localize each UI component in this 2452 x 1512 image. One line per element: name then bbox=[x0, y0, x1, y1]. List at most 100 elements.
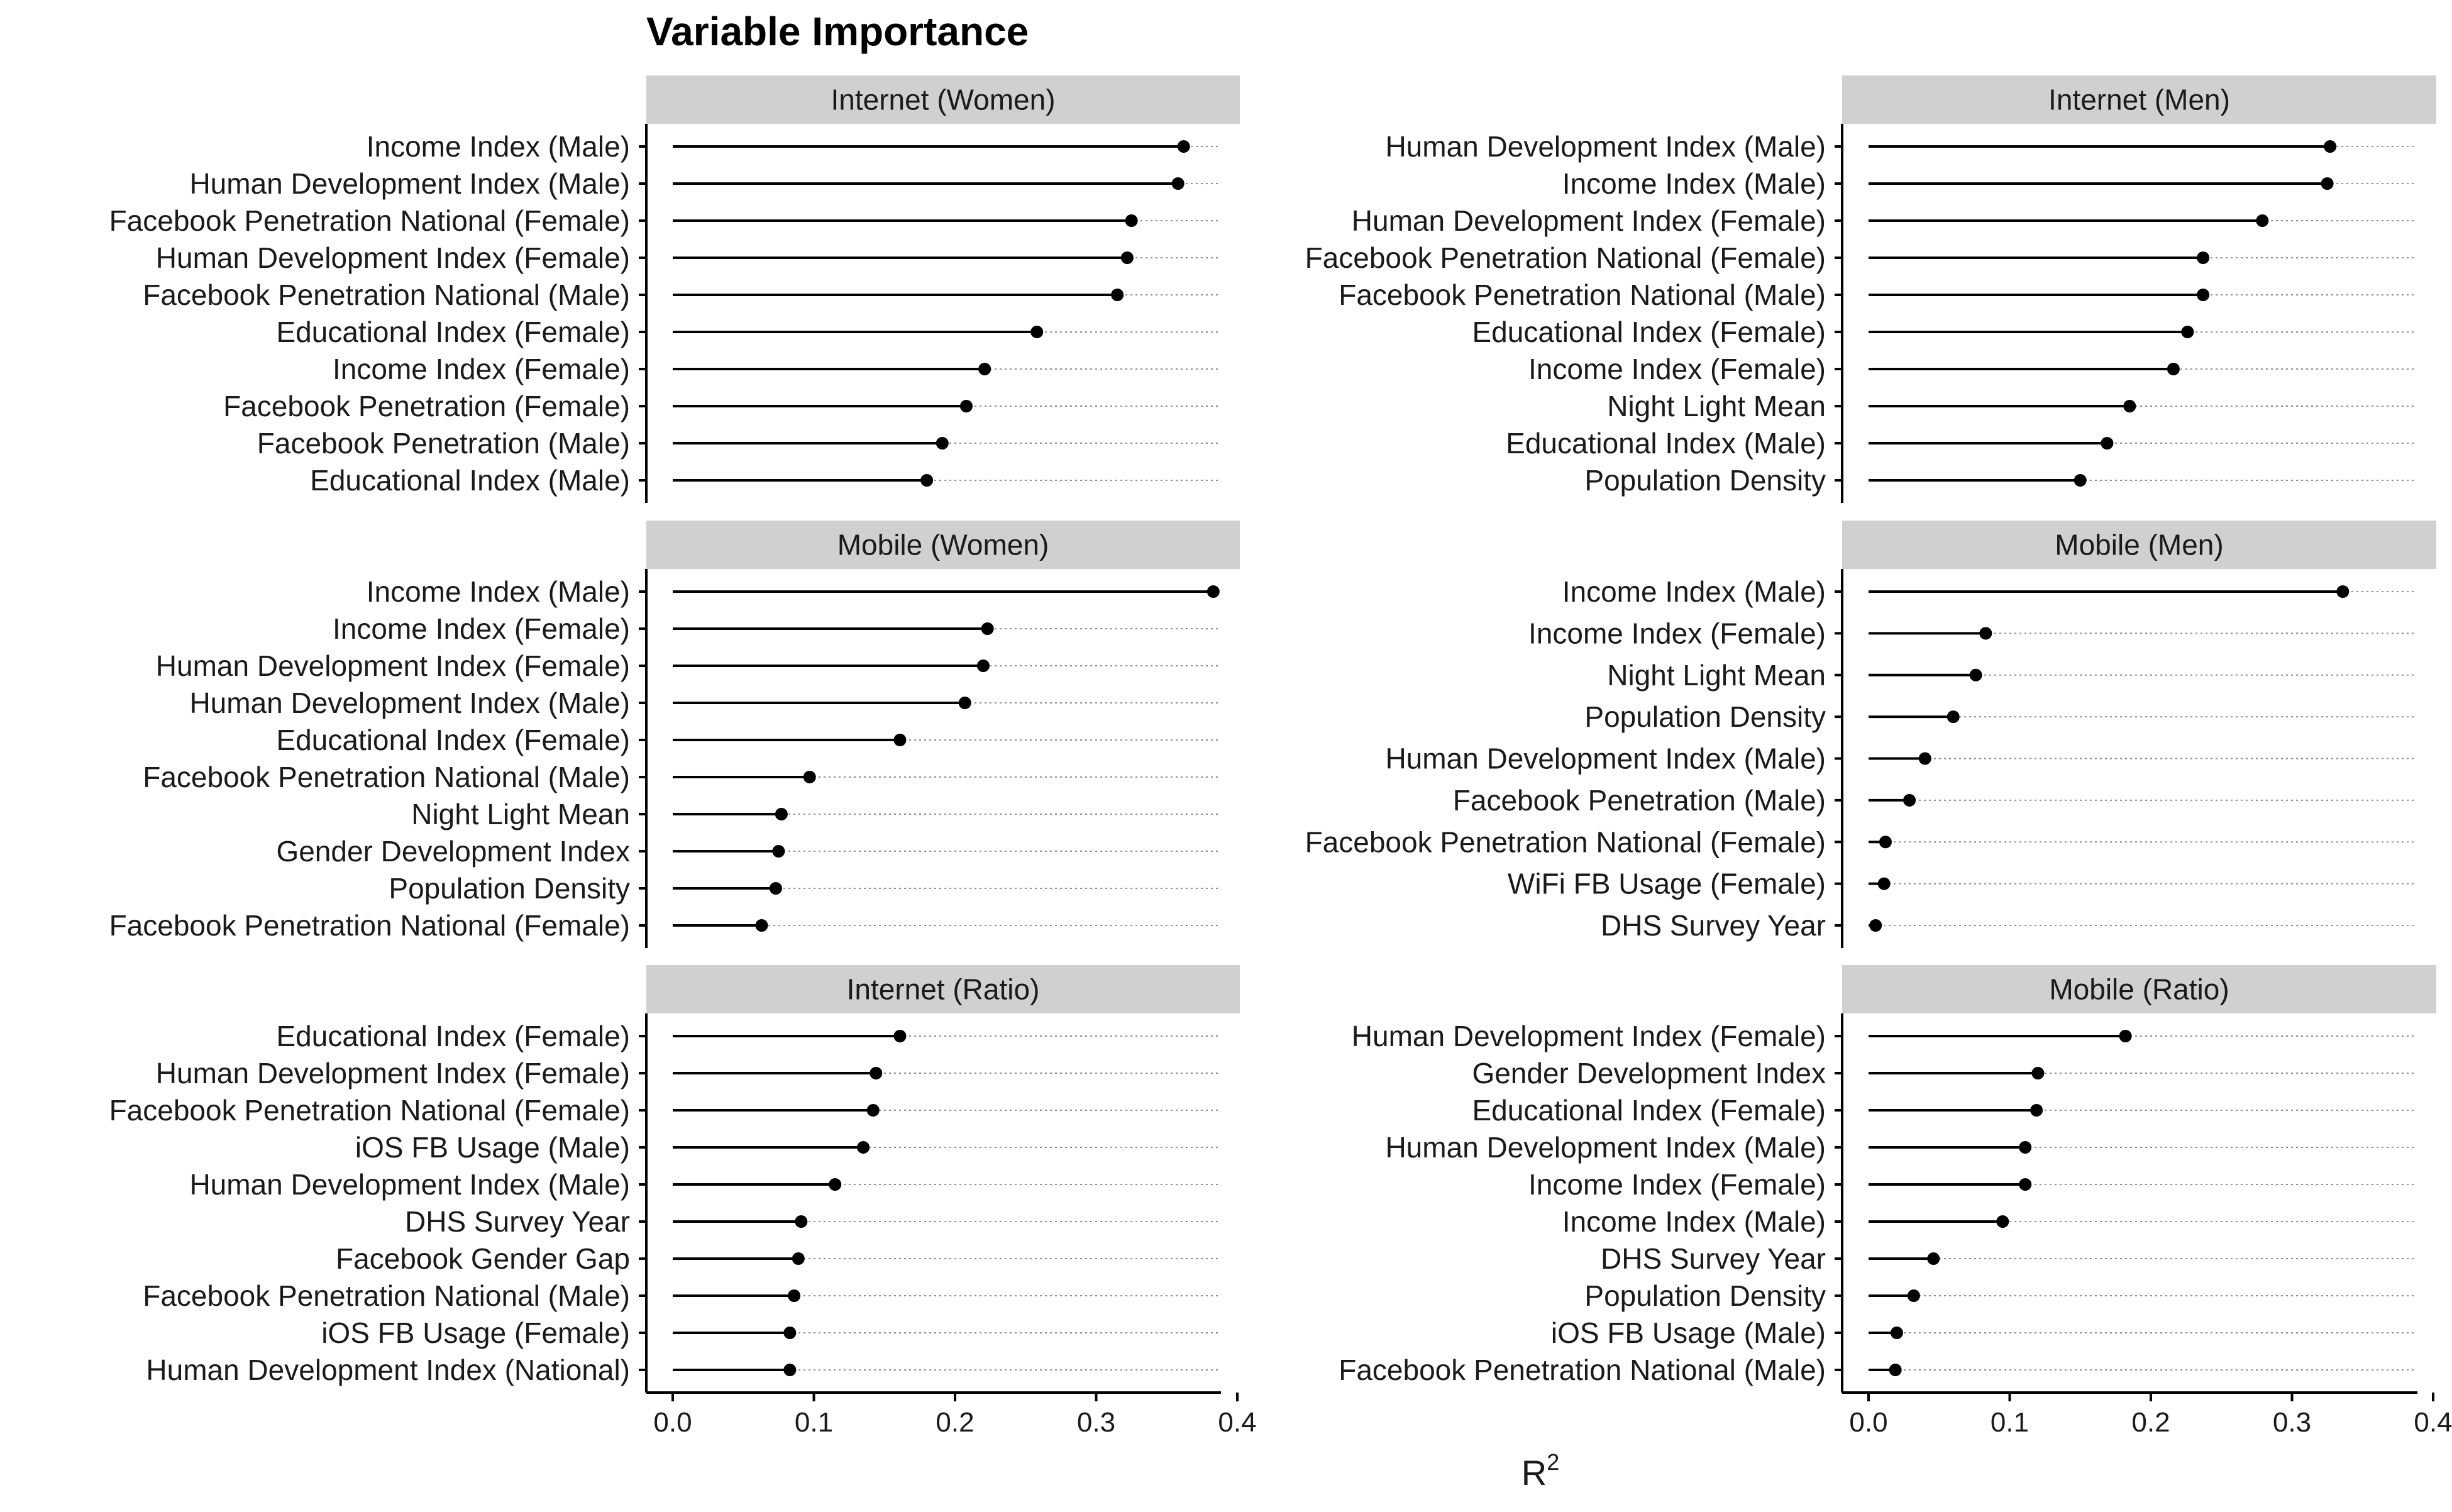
category-label: Human Development Index (Female) bbox=[156, 649, 630, 682]
category-label: Facebook Penetration National (Female) bbox=[109, 204, 630, 237]
lollipop-point bbox=[803, 771, 816, 783]
lollipop-point bbox=[2101, 437, 2114, 450]
lollipop-point bbox=[2031, 1067, 2045, 1079]
panel-title: Internet (Men) bbox=[2048, 84, 2230, 116]
lollipop-point bbox=[783, 1364, 797, 1376]
panel-strip bbox=[646, 965, 1240, 1013]
lollipop-point bbox=[1879, 836, 1892, 849]
category-label: Educational Index (Female) bbox=[276, 316, 630, 348]
category-label: Facebook Penetration National (Male) bbox=[143, 279, 630, 311]
x-tick-label: 0.2 bbox=[2131, 1407, 2170, 1438]
lollipop-point bbox=[920, 474, 934, 487]
category-label: Night Light Mean bbox=[411, 798, 630, 830]
panel-strip bbox=[1842, 521, 2436, 569]
lollipop-point bbox=[1111, 289, 1124, 301]
x-tick-label: 0.3 bbox=[2273, 1407, 2311, 1438]
category-label: Human Development Index (Female) bbox=[1352, 204, 1826, 237]
category-label: Human Development Index (Male) bbox=[1385, 742, 1826, 775]
category-label: Income Index (Female) bbox=[333, 353, 630, 385]
panel-strip bbox=[646, 75, 1240, 124]
lollipop-point bbox=[1177, 140, 1190, 153]
category-label: Facebook Penetration National (Male) bbox=[143, 1279, 630, 1312]
lollipop-point bbox=[788, 1289, 801, 1302]
lollipop-point bbox=[1125, 214, 1138, 227]
lollipop-point bbox=[870, 1067, 883, 1079]
category-label: Facebook Penetration National (Male) bbox=[1339, 1354, 1826, 1386]
lollipop-point bbox=[959, 400, 973, 412]
category-label: Facebook Penetration National (Male) bbox=[1339, 279, 1826, 311]
category-label: Income Index (Female) bbox=[1528, 353, 1826, 385]
lollipop-point bbox=[769, 882, 782, 895]
lollipop-point bbox=[2321, 177, 2334, 190]
category-label: Income Index (Male) bbox=[367, 575, 630, 608]
category-label: Human Development Index (Male) bbox=[189, 1168, 630, 1201]
lollipop-point bbox=[795, 1215, 808, 1228]
lollipop-point bbox=[1947, 710, 1960, 724]
category-label: Human Development Index (Male) bbox=[1385, 130, 1826, 163]
panel: Mobile (Men) Income Index (Male) Income In… bbox=[1305, 521, 2436, 948]
category-label: Population Density bbox=[389, 872, 630, 905]
lollipop-point bbox=[2336, 585, 2350, 598]
lollipop-point bbox=[1918, 752, 1931, 765]
category-label: Facebook Penetration (Male) bbox=[257, 427, 630, 460]
category-label: Educational Index (Female) bbox=[276, 724, 630, 756]
lollipop-point bbox=[958, 697, 971, 709]
lollipop-point bbox=[1869, 919, 1882, 932]
category-label: iOS FB Usage (Male) bbox=[1551, 1316, 1826, 1349]
lollipop-point bbox=[1996, 1215, 2009, 1228]
lollipop-point bbox=[1927, 1252, 1940, 1265]
category-label: DHS Survey Year bbox=[405, 1205, 630, 1238]
x-tick-label: 0.2 bbox=[936, 1407, 974, 1438]
lollipop-point bbox=[1120, 251, 1134, 264]
panel: Internet (Ratio) Educational Index (Femal… bbox=[109, 965, 1257, 1438]
category-label: Educational Index (Male) bbox=[310, 464, 630, 497]
category-label: Educational Index (Female) bbox=[1472, 316, 1826, 348]
lollipop-point bbox=[829, 1178, 842, 1191]
panel-title: Mobile (Ratio) bbox=[2049, 973, 2229, 1006]
category-label: Income Index (Male) bbox=[367, 130, 630, 163]
x-axis-title: R2 bbox=[1521, 1449, 1559, 1493]
x-tick-label: 0.0 bbox=[653, 1407, 692, 1438]
lollipop-point bbox=[2019, 1178, 2032, 1191]
category-label: Population Density bbox=[1584, 1279, 1826, 1312]
panel: Mobile (Ratio) Human Development Index (F… bbox=[1339, 965, 2452, 1438]
category-label: Facebook Penetration National (Female) bbox=[1305, 825, 1826, 858]
panel: Internet (Men) Human Development Index (M… bbox=[1305, 75, 2436, 503]
category-label: Night Light Mean bbox=[1607, 659, 1826, 692]
lollipop-point bbox=[1171, 177, 1185, 190]
lollipop-point bbox=[1030, 326, 1044, 338]
lollipop-point bbox=[1969, 668, 1982, 682]
panel-title: Internet (Ratio) bbox=[847, 973, 1040, 1006]
category-label: Facebook Gender Gap bbox=[336, 1242, 630, 1275]
lollipop-point bbox=[783, 1327, 797, 1339]
lollipop-point bbox=[2256, 214, 2269, 227]
category-label: Income Index (Male) bbox=[1562, 167, 1826, 200]
lollipop-point bbox=[976, 659, 990, 672]
x-tick-label: 0.1 bbox=[795, 1407, 833, 1438]
panel-strip bbox=[1842, 75, 2436, 124]
lollipop-point bbox=[2030, 1104, 2043, 1117]
category-label: Facebook Penetration National (Female) bbox=[109, 1094, 630, 1127]
lollipop-point bbox=[1877, 877, 1891, 890]
lollipop-point bbox=[893, 734, 907, 746]
lollipop-point bbox=[2167, 363, 2180, 375]
lollipop-point bbox=[1903, 793, 1916, 807]
x-tick-label: 0.4 bbox=[2414, 1407, 2452, 1438]
panel-strip bbox=[646, 521, 1240, 569]
lollipop-point bbox=[1890, 1327, 1903, 1339]
lollipop-point bbox=[1907, 1289, 1920, 1302]
category-label: Income Index (Female) bbox=[333, 612, 630, 645]
category-label: Educational Index (Female) bbox=[276, 1020, 630, 1052]
category-label: Human Development Index (Female) bbox=[1352, 1020, 1826, 1052]
lollipop-point bbox=[893, 1030, 907, 1042]
lollipop-point bbox=[1979, 627, 1992, 640]
category-label: WiFi FB Usage (Female) bbox=[1508, 868, 1826, 900]
lollipop-point bbox=[2324, 140, 2337, 153]
lollipop-point bbox=[857, 1141, 870, 1154]
lollipop-point bbox=[2197, 251, 2210, 264]
lollipop-point bbox=[866, 1104, 880, 1117]
category-label: iOS FB Usage (Male) bbox=[355, 1131, 630, 1164]
lollipop-point bbox=[1889, 1364, 1902, 1376]
